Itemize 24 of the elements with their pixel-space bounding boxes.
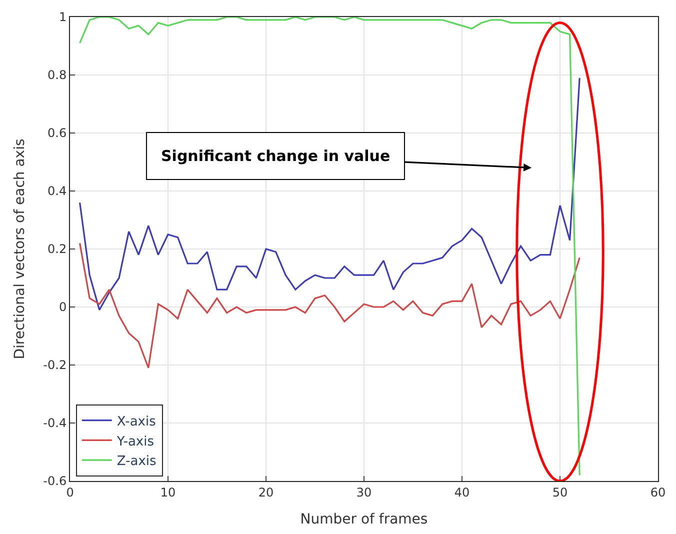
- y-tick-label: 1: [58, 10, 67, 24]
- x-tick-label: 50: [552, 485, 568, 500]
- y-tick-label: 0: [58, 300, 67, 314]
- x-tick-label: 20: [258, 485, 274, 500]
- x-axis-title: Number of frames: [300, 512, 428, 528]
- y-tick-label: 0.6: [48, 126, 67, 140]
- legend-label: X-axis: [116, 414, 156, 430]
- line-series: [79, 242, 580, 369]
- y-tick-label: -0.6: [43, 474, 67, 488]
- x-tick-label: 10: [160, 485, 176, 500]
- y-tick-label: 0.4: [48, 184, 67, 198]
- y-axis-title: Directional vectors of each axis: [12, 138, 28, 360]
- y-tick-label: -0.2: [43, 358, 67, 372]
- legend-label: Y-axis: [116, 434, 154, 450]
- x-tick-label: 30: [356, 485, 372, 500]
- line-series: [79, 77, 580, 311]
- y-tick-label: -0.4: [43, 416, 67, 430]
- legend-label: Z-axis: [116, 454, 157, 470]
- y-tick-label: 0.2: [48, 242, 67, 256]
- annotation: Significant change in value: [161, 147, 390, 165]
- line-series: [79, 17, 580, 476]
- x-tick-label: 40: [454, 485, 470, 500]
- x-tick-label: 60: [650, 485, 666, 500]
- y-tick-label: 0.8: [48, 68, 67, 82]
